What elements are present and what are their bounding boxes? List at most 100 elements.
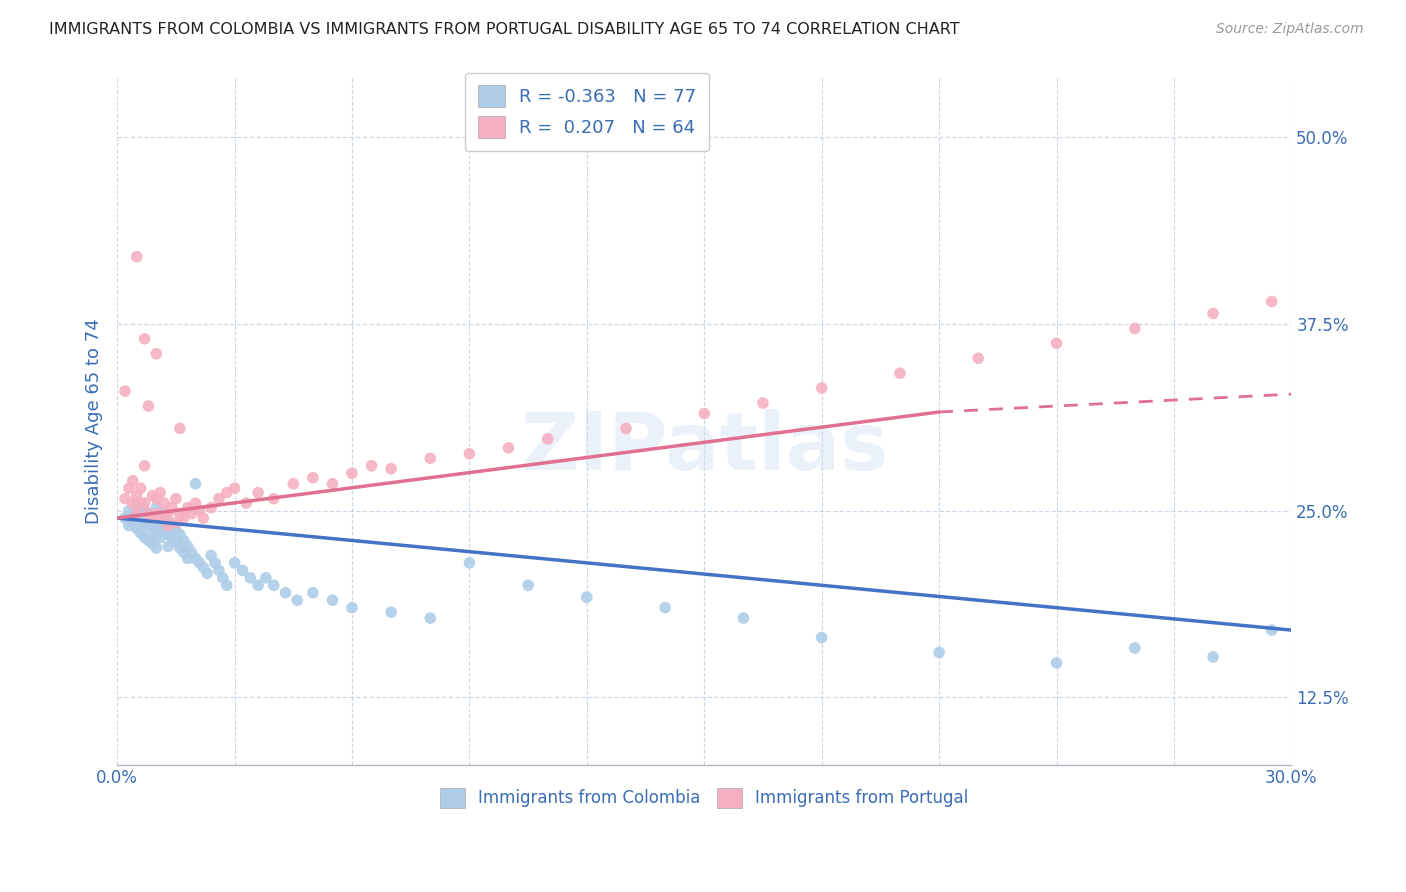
Point [733,611,755,625]
Point [165,491,187,506]
Point [614,421,637,435]
Point [145,507,167,521]
Point [380,605,402,619]
Point [125,507,148,521]
Point [125,508,148,522]
Point [321,593,343,607]
Point [145,491,167,506]
Point [145,526,167,541]
Point [380,462,402,476]
Point [141,523,163,537]
Point [169,507,191,521]
Point [169,541,191,555]
Point [1261,294,1284,309]
Point [134,531,156,545]
Point [157,507,180,521]
Point [283,476,305,491]
Point [138,399,160,413]
Point [129,526,152,541]
Point [149,507,172,521]
Point [141,489,163,503]
Point [1202,306,1225,320]
Point [184,496,207,510]
Point [138,518,160,533]
Point [125,522,148,536]
Point [1045,336,1067,351]
Point [302,586,325,600]
Point [537,432,560,446]
Point [1261,623,1284,637]
Point [173,545,195,559]
Point [160,531,183,545]
Point [321,476,343,491]
Point [212,571,235,585]
Point [114,384,136,398]
Point [134,458,156,473]
Point [125,496,148,510]
Point [169,421,191,435]
Point [180,545,202,559]
Text: IMMIGRANTS FROM COLOMBIA VS IMMIGRANTS FROM PORTUGAL DISABILITY AGE 65 TO 74 COR: IMMIGRANTS FROM COLOMBIA VS IMMIGRANTS F… [49,22,960,37]
Legend: Immigrants from Colombia, Immigrants from Portugal: Immigrants from Colombia, Immigrants fro… [433,780,976,814]
Point [121,507,143,521]
Point [188,556,211,570]
Point [1045,656,1067,670]
Point [173,511,195,525]
Point [224,481,246,495]
Point [1123,640,1146,655]
Point [118,503,141,517]
Point [215,578,238,592]
Point [114,511,136,525]
Point [215,485,238,500]
Point [928,645,950,659]
Point [160,518,183,533]
Point [118,518,141,533]
Point [193,511,215,525]
Point [224,556,246,570]
Point [360,458,382,473]
Point [195,566,218,581]
Point [340,600,363,615]
Point [176,500,198,515]
Point [153,523,176,537]
Point [575,591,598,605]
Point [176,551,198,566]
Point [157,518,180,533]
Point [145,500,167,515]
Point [145,541,167,555]
Point [184,476,207,491]
Point [118,481,141,495]
Point [153,511,176,525]
Point [254,571,277,585]
Point [153,511,176,525]
Point [145,347,167,361]
Point [184,551,207,566]
Point [188,503,211,517]
Point [810,631,832,645]
Point [693,407,716,421]
Point [134,332,156,346]
Point [165,516,187,530]
Point [141,511,163,525]
Point [157,540,180,554]
Point [149,485,172,500]
Point [180,507,202,521]
Point [419,451,441,466]
Point [200,549,222,563]
Point [165,523,187,537]
Point [173,533,195,548]
Point [263,491,285,506]
Point [340,467,363,481]
Point [889,366,911,380]
Point [176,540,198,554]
Point [145,514,167,528]
Point [149,518,172,533]
Point [247,578,270,592]
Point [149,511,172,525]
Point [134,496,156,510]
Point [153,496,176,510]
Point [498,441,520,455]
Point [114,491,136,506]
Point [302,471,325,485]
Point [165,535,187,549]
